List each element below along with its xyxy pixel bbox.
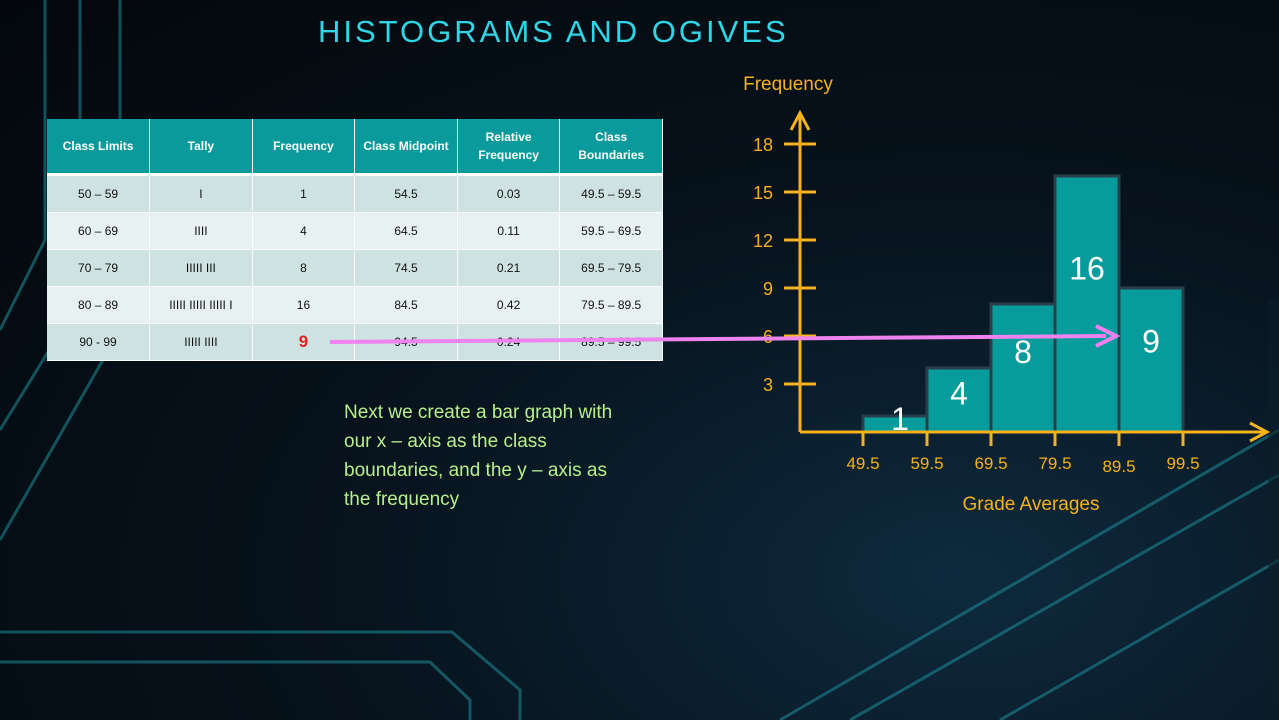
- cell-tally: I: [149, 174, 253, 213]
- histogram-chart: 1 4 8 16 9 3 6 9 12 15 18 49.5 59.5 69.5 79.5 89.5 99.5 F…: [743, 74, 1271, 515]
- header-tally: Tally: [149, 119, 253, 176]
- y-tick-label: 6: [763, 327, 773, 347]
- table-row: 50 – 59 I 1 54.5 0.03 49.5 – 59.5: [47, 174, 663, 213]
- header-relative-frequency: Relative Frequency: [457, 119, 561, 176]
- header-class-boundaries: Class Boundaries: [559, 119, 663, 176]
- cell-boundaries: 89.5 – 99.5: [559, 323, 663, 361]
- cell-frequency: 8: [252, 249, 356, 287]
- cell-tally: IIIII IIII: [149, 323, 253, 361]
- x-tick-label: 69.5: [974, 454, 1007, 473]
- y-tick-label: 15: [753, 183, 773, 203]
- cell-frequency: 1: [252, 174, 356, 213]
- cell-class-limits: 60 – 69: [47, 212, 151, 250]
- cell-tally: IIIII III: [149, 249, 253, 287]
- table-header-row: Class Limits Tally Frequency Class Midpo…: [47, 119, 663, 176]
- histogram-bar: [1117, 286, 1185, 434]
- cell-midpoint: 74.5: [354, 249, 458, 287]
- x-tick-label: 59.5: [910, 454, 943, 473]
- histogram-bar: [1053, 174, 1121, 434]
- x-axis-title: Grade Averages: [963, 494, 1100, 515]
- cell-midpoint: 94.5: [354, 323, 458, 361]
- y-tick-label: 18: [753, 135, 773, 155]
- table-row: 70 – 79 IIIII III 8 74.5 0.21 69.5 – 79.…: [47, 249, 663, 287]
- bar-value-label: 4: [950, 375, 968, 411]
- header-class-limits: Class Limits: [47, 119, 151, 176]
- cell-tally: IIII: [149, 212, 253, 250]
- slide-title: HISTOGRAMS AND OGIVES: [318, 14, 789, 49]
- bar-value-label: 9: [1142, 323, 1160, 359]
- table-row: 60 – 69 IIII 4 64.5 0.11 59.5 – 69.5: [47, 212, 663, 250]
- x-tick-label: 79.5: [1038, 454, 1071, 473]
- header-frequency: Frequency: [252, 119, 356, 176]
- cell-midpoint: 84.5: [354, 286, 458, 324]
- table-row: 90 - 99 IIIII IIII 9 94.5 0.24 89.5 – 99…: [47, 323, 663, 361]
- cell-midpoint: 54.5: [354, 174, 458, 213]
- x-axis-arrowhead: [1249, 421, 1271, 443]
- cell-boundaries: 59.5 – 69.5: [559, 212, 663, 250]
- histogram-bar: [989, 302, 1057, 434]
- cell-frequency: 16: [252, 286, 356, 324]
- x-tick-label: 49.5: [846, 454, 879, 473]
- cell-relative-frequency: 0.42: [457, 286, 561, 324]
- cell-class-limits: 90 - 99: [47, 323, 151, 361]
- cell-relative-frequency: 0.11: [457, 212, 561, 250]
- y-tick-label: 12: [753, 231, 773, 251]
- header-class-midpoint: Class Midpoint: [354, 119, 458, 176]
- x-tick-label: 99.5: [1166, 454, 1199, 473]
- bar-value-label: 16: [1069, 251, 1105, 287]
- y-axis-arrowhead: [789, 109, 811, 131]
- y-axis-title: Frequency: [743, 74, 833, 95]
- cell-tally: IIIII IIIII IIIII I: [149, 286, 253, 324]
- cell-class-limits: 50 – 59: [47, 174, 151, 213]
- cell-relative-frequency: 0.24: [457, 323, 561, 361]
- cell-midpoint: 64.5: [354, 212, 458, 250]
- cell-relative-frequency: 0.03: [457, 174, 561, 213]
- y-tick-label: 9: [763, 279, 773, 299]
- cell-class-limits: 70 – 79: [47, 249, 151, 287]
- cell-frequency: 4: [252, 212, 356, 250]
- cell-boundaries: 49.5 – 59.5: [559, 174, 663, 213]
- bar-value-label: 1: [891, 401, 909, 437]
- table-row: 80 – 89 IIIII IIIII IIIII I 16 84.5 0.42…: [47, 286, 663, 324]
- frequency-table: Class Limits Tally Frequency Class Midpo…: [47, 119, 663, 361]
- explanation-note: Next we create a bar graph with our x – …: [344, 402, 613, 510]
- cell-relative-frequency: 0.21: [457, 249, 561, 287]
- bar-value-label: 8: [1014, 334, 1032, 370]
- cell-boundaries: 69.5 – 79.5: [559, 249, 663, 287]
- x-tick-label: 89.5: [1102, 457, 1135, 476]
- cell-class-limits: 80 – 89: [47, 286, 151, 324]
- cell-frequency-highlighted: 9: [252, 323, 356, 361]
- y-tick-label: 3: [763, 375, 773, 395]
- cell-boundaries: 79.5 – 89.5: [559, 286, 663, 324]
